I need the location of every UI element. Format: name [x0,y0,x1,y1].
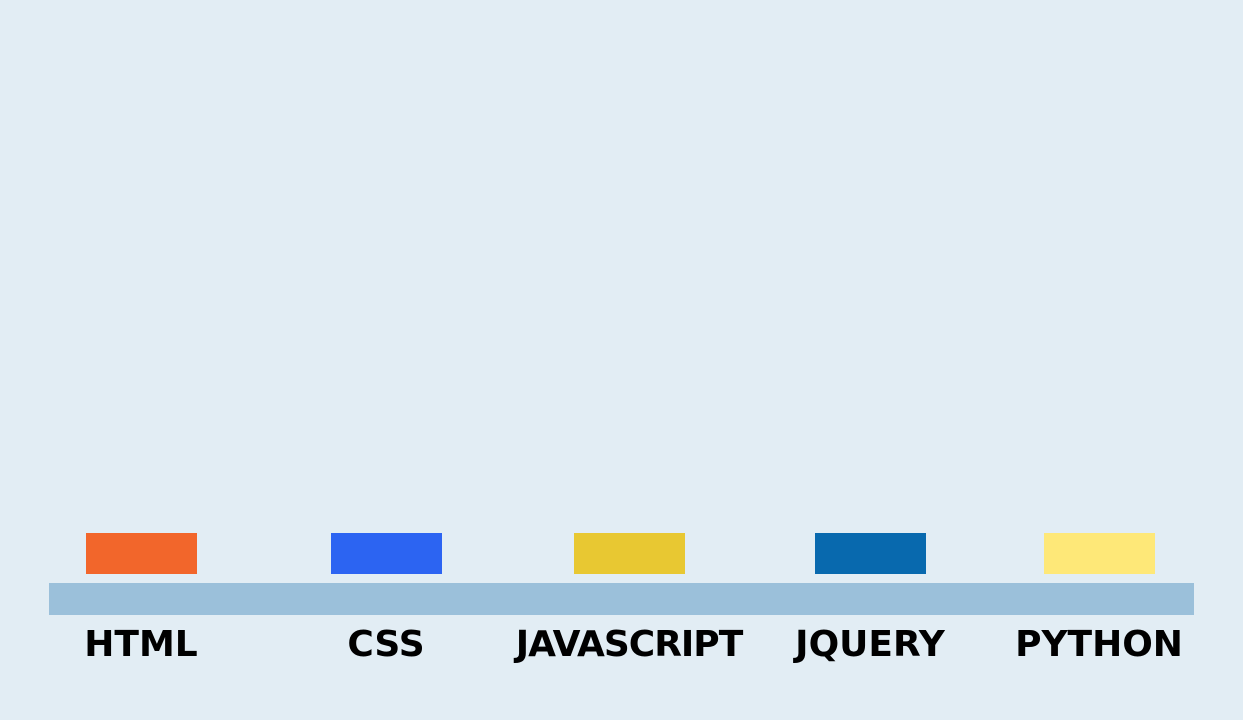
css-block[interactable] [331,533,442,574]
javascript-label: JAVASCRIPT [515,624,744,665]
python-block[interactable] [1044,533,1155,574]
shelf-bar [49,583,1194,615]
javascript-block[interactable] [574,533,685,574]
jquery-block[interactable] [815,533,926,574]
html-label: HTML [84,624,198,665]
html-block[interactable] [86,533,197,574]
jquery-label: JQUERY [795,624,945,665]
css-label: CSS [347,624,425,665]
python-label: PYTHON [1015,624,1183,665]
